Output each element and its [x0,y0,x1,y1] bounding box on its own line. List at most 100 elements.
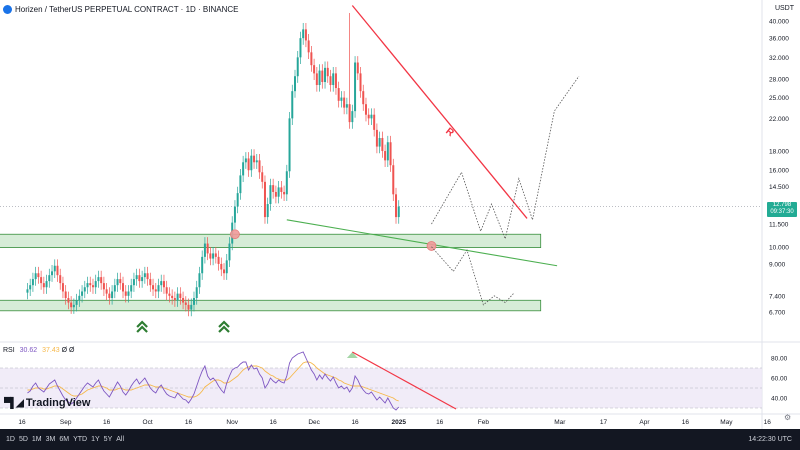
rsi-line [27,351,400,411]
time-tick-label: Oct [143,419,153,426]
candle-body [242,162,245,176]
time-tick-label: Sep [60,419,72,426]
tradingview-logo[interactable]: ▀▌◢ TradingView [4,397,90,409]
price-tick-label: 32.000 [769,55,789,62]
candle-body [321,70,324,83]
candle-body [209,253,212,259]
time-tick-label: Feb [478,419,490,426]
candle-body [97,277,100,282]
time-tick-label: 16 [682,419,690,426]
candle-body [111,291,114,299]
candle-body [212,253,215,259]
tradingview-mark-icon: ▀▌◢ [4,397,24,409]
timeframe-button[interactable]: 5Y [103,436,113,443]
candle-body [386,142,389,161]
candle-body [356,62,359,74]
time-tick-label: Nov [226,419,238,426]
candle-body [291,91,294,119]
candle-body [86,283,89,288]
timeframe-button[interactable]: 3M [45,436,56,443]
candle-body [362,91,365,105]
candle-body [223,269,226,274]
candle-body [119,279,122,284]
rsi-ma-value: 37.43 [42,347,60,354]
candle-body [375,129,378,147]
price-tick-label: 40.000 [769,19,789,26]
candle-body [198,273,201,288]
chevron-up-icon [136,325,148,333]
candle-body [255,160,258,163]
timeframe-button[interactable]: 1M [31,436,42,443]
symbol-title[interactable]: Horizen / TetherUS PERPETUAL CONTRACT · … [15,4,239,14]
time-tick-label: 16 [351,419,359,426]
candle-body [228,243,231,261]
candle-body [162,281,165,288]
chart-header: Horizen / TetherUS PERPETUAL CONTRACT · … [3,3,238,15]
price-tick-label: 16.000 [769,168,789,175]
candle-body [296,57,299,77]
candle-body [141,277,144,282]
candle-body [152,285,155,290]
timeframe-button[interactable]: 6M [59,436,70,443]
currency-label[interactable]: USDT [774,5,794,12]
rsi-legend[interactable]: RSI 30.62 37.43 Ø Ø [3,347,74,354]
utc-clock[interactable]: 14:22:30 UTC [748,436,792,443]
bottom-toolbar: 1D 5D 1M 3M 6M YTD 1Y 5Y All 14:22:30 UTC [0,429,800,450]
resistance-trendline [351,5,528,219]
time-tick-label: May [720,419,733,426]
time-tick-label: 16 [764,419,772,426]
candle-body [283,191,286,195]
support-zone [0,233,542,248]
candle-body [31,279,34,286]
candle-body [236,193,239,207]
timeframe-button[interactable]: 1D [6,436,15,443]
rsi-name: RSI [3,347,15,354]
candle-body [258,160,261,173]
timeframe-button[interactable]: YTD [73,436,88,443]
candle-body [59,275,62,284]
bearish-projection-path [431,246,514,306]
candle-body [304,29,307,41]
candle-body [108,293,111,299]
price-tick-label: 11.500 [769,222,789,229]
candle-body [83,287,86,292]
settings-gear-icon[interactable]: ⚙ [784,413,792,422]
candle-body [225,260,228,274]
touch-marker [230,229,240,240]
candle-body [48,275,51,282]
support-zone [0,299,542,312]
candle-body [190,304,193,310]
timeframe-button[interactable]: All [116,436,125,443]
time-tick-label: 16 [185,419,193,426]
price-tick-label: 22.000 [769,116,789,123]
last-price-tag: 12.798 09:37:30 [767,202,797,217]
candle-body [135,275,138,280]
bullish-projection-path [431,75,580,241]
candle-body [343,97,346,108]
candle-body [233,206,236,223]
timeframe-button[interactable]: 1Y [91,436,100,443]
candle-body [146,273,149,280]
candle-body [397,206,400,218]
candle-body [53,265,56,272]
candle-body [373,114,376,130]
candle-body [359,73,362,92]
timeframe-selector: 1D 5D 1M 3M 6M YTD 1Y 5Y All [6,436,124,443]
candle-body [26,289,29,293]
candle-body [64,291,67,299]
time-tick-label: 16 [436,419,444,426]
candle-body [348,104,351,123]
candle-body [280,187,283,192]
candle-body [179,293,182,299]
time-tick-label: Mar [554,419,566,426]
chevron-up-icon [218,320,230,328]
candle-body [220,263,223,270]
candle-body [318,70,321,86]
candle-body [345,104,348,108]
price-tick-label: 6.700 [769,310,786,317]
candle-body [337,88,340,101]
price-tick-label: 7.400 [769,293,786,300]
timeframe-button[interactable]: 5D [18,436,28,443]
candle-body [269,185,272,205]
